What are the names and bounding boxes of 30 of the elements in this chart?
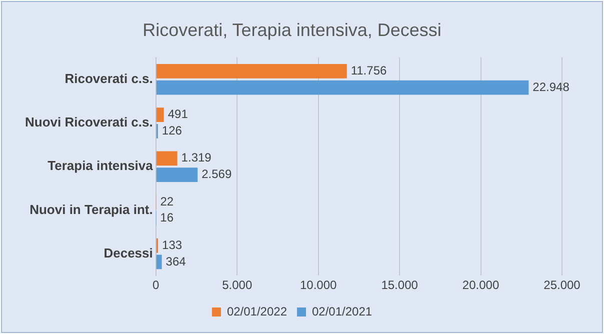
x-tick-label: 0 — [152, 278, 160, 292]
data-label: 16 — [160, 210, 174, 225]
y-tick-label: Ricoverati c.s. — [64, 70, 153, 86]
chart-title: Ricoverati, Terapia intensiva, Decessi — [142, 20, 442, 40]
y-tick-label: Decessi — [104, 245, 153, 260]
data-label: 11.756 — [350, 64, 387, 78]
legend-label: 02/01/2022 — [226, 304, 288, 318]
data-label: 22.948 — [532, 80, 570, 94]
legend-label: 02/01/2021 — [312, 304, 372, 318]
y-tick-label: Nuovi Ricoverati c.s. — [24, 114, 153, 130]
data-label: 22 — [160, 194, 174, 208]
bar — [156, 80, 529, 95]
x-tick-label: 10.000 — [300, 278, 338, 292]
bar — [156, 254, 162, 270]
x-tick-label: 20.000 — [462, 278, 500, 292]
data-label: 2.569 — [202, 167, 232, 182]
data-label: 133 — [162, 238, 182, 252]
bar — [156, 168, 198, 182]
data-label: 126 — [162, 123, 182, 138]
x-tick-label: 5.000 — [222, 278, 252, 292]
data-label: 1.319 — [181, 150, 212, 165]
y-tick-label: Nuovi in Terapia int. — [30, 202, 153, 217]
bar — [156, 151, 178, 166]
y-tick-label: Terapia intensiva — [48, 158, 154, 174]
x-tick-label: 25.000 — [544, 278, 581, 292]
data-label: 491 — [168, 107, 188, 122]
bar — [156, 64, 347, 78]
bar — [156, 108, 164, 122]
data-label: 364 — [166, 254, 186, 268]
x-tick-label: 15.000 — [381, 278, 418, 292]
